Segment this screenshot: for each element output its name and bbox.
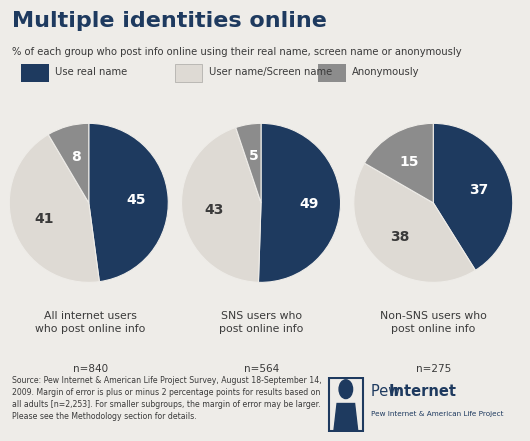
Text: n=840: n=840 xyxy=(73,364,108,374)
Text: 38: 38 xyxy=(391,230,410,244)
Text: Non-SNS users who
post online info: Non-SNS users who post online info xyxy=(380,311,487,334)
Wedge shape xyxy=(236,123,261,203)
Wedge shape xyxy=(10,135,99,282)
Polygon shape xyxy=(334,404,358,431)
Text: Multiple identities online: Multiple identities online xyxy=(12,11,326,31)
Wedge shape xyxy=(259,123,340,282)
Text: All internet users
who post online info: All internet users who post online info xyxy=(35,311,145,334)
Text: n=564: n=564 xyxy=(244,364,279,374)
Wedge shape xyxy=(182,127,261,282)
Wedge shape xyxy=(48,123,89,203)
Circle shape xyxy=(339,380,352,399)
Text: SNS users who
post online info: SNS users who post online info xyxy=(219,311,304,334)
Text: Pew Internet & American Life Project: Pew Internet & American Life Project xyxy=(371,411,504,417)
Text: Pew: Pew xyxy=(371,384,405,399)
Text: Use real name: Use real name xyxy=(55,67,127,77)
Text: 8: 8 xyxy=(72,150,81,164)
Wedge shape xyxy=(433,123,513,270)
Text: Source: Pew Internet & American Life Project Survey, August 18-September 14,
200: Source: Pew Internet & American Life Pro… xyxy=(12,376,321,421)
Text: 49: 49 xyxy=(299,197,319,211)
Wedge shape xyxy=(365,123,434,203)
Text: 43: 43 xyxy=(204,203,224,217)
Text: 45: 45 xyxy=(127,193,146,207)
Text: Anonymously: Anonymously xyxy=(352,67,419,77)
Text: % of each group who post info online using their real name, screen name or anony: % of each group who post info online usi… xyxy=(12,47,461,57)
Text: 15: 15 xyxy=(400,154,419,168)
Text: Internet: Internet xyxy=(388,384,456,399)
Text: n=275: n=275 xyxy=(416,364,451,374)
Wedge shape xyxy=(89,123,168,282)
Wedge shape xyxy=(354,163,475,282)
Bar xyxy=(329,378,363,431)
Text: 41: 41 xyxy=(34,212,54,225)
Text: 37: 37 xyxy=(470,183,489,197)
Text: User name/Screen name: User name/Screen name xyxy=(209,67,332,77)
Text: 5: 5 xyxy=(249,149,258,163)
